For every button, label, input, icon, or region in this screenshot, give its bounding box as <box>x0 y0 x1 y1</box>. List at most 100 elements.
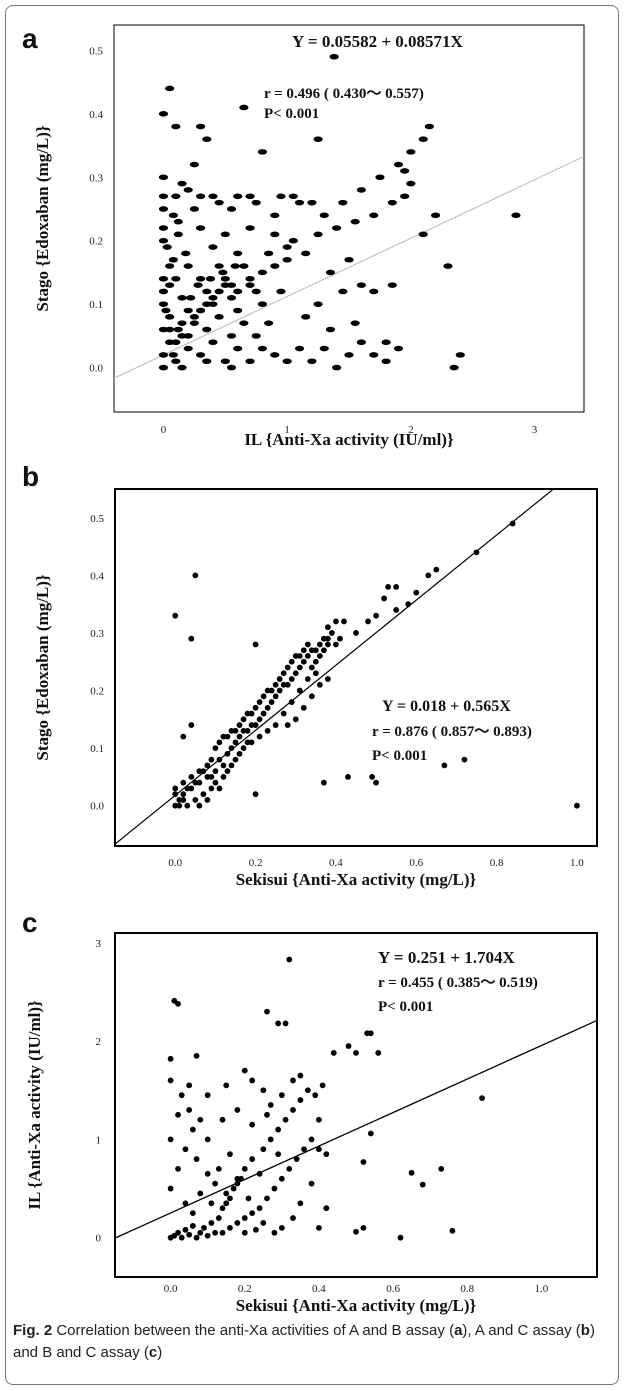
panel-c-data-point <box>290 1215 296 1221</box>
panel-b-data-point <box>373 612 379 619</box>
panel-b-data-point <box>192 797 199 803</box>
panel-a-data-point <box>177 295 187 301</box>
panel-b-data-point <box>196 802 203 809</box>
panel-a-data-point <box>220 358 230 365</box>
panel-b-data-point <box>172 612 179 619</box>
panel-b-data-point <box>244 739 251 746</box>
panel-b-x-tick-label: 0.8 <box>490 857 504 869</box>
panel-c-data-point <box>438 1165 445 1172</box>
panel-c-data-point <box>316 1116 322 1123</box>
panel-b-data-point <box>224 733 231 740</box>
panel-b-data-point <box>308 664 315 671</box>
panel-b-data-point <box>312 647 319 654</box>
panel-c-y-tick-label: 2 <box>96 1036 102 1048</box>
panel-a-data-point <box>270 231 280 238</box>
panel-c-data-point <box>278 1092 285 1099</box>
panel-a-data-point <box>195 193 206 200</box>
panel-a-data-point <box>202 326 212 333</box>
panel-c-data-point <box>260 1220 267 1226</box>
panel-b-data-point <box>288 699 295 705</box>
panel-a-data-point <box>424 123 434 130</box>
panel-a-x-tick-label: 3 <box>532 424 538 436</box>
panel-a-data-point <box>233 250 243 257</box>
panel-c-data-point <box>182 1146 189 1153</box>
panel-a-data-point <box>233 345 243 352</box>
panel-c-data-point <box>282 1020 289 1027</box>
panel-b-y-tick-label: 0.1 <box>90 743 104 755</box>
panel-c-data-point <box>234 1180 241 1187</box>
panel-c-data-point <box>353 1050 359 1056</box>
panel-a-data-point <box>350 218 360 225</box>
panel-a-data-point <box>177 180 187 187</box>
panel-a-data-point <box>158 301 169 307</box>
panel-b-data-point <box>184 785 191 792</box>
panel-a-data-point <box>161 307 171 314</box>
panel-b-data-point <box>180 791 187 798</box>
panel-a-data-point <box>288 237 298 244</box>
panel-b-data-point <box>248 710 255 717</box>
panel-a-data-point <box>165 263 175 269</box>
panel-a-data-point <box>319 345 329 352</box>
panel-c-data-point <box>215 1215 222 1221</box>
panel-a-data-point <box>251 288 261 295</box>
panel-c-data-point <box>345 1043 352 1049</box>
panel-a-data-point <box>195 275 206 282</box>
caption-ref-b: b <box>580 1322 590 1339</box>
panel-c-x-tick-label: 0.8 <box>460 1283 474 1295</box>
panel-b-data-point <box>324 676 331 682</box>
panel-a-data-point <box>189 206 199 212</box>
panel-a-data-point <box>276 193 286 200</box>
panel-c-data-point <box>256 1205 263 1212</box>
panel-b-data-point <box>405 601 412 608</box>
panel-c-data-point <box>267 1102 274 1108</box>
panel-c-y-tick-label: 0 <box>96 1233 102 1245</box>
panel-c-data-point <box>186 1082 193 1089</box>
panel-b-data-point <box>260 710 267 717</box>
panel-a-data-point <box>202 288 212 295</box>
panel-a-data-point <box>332 364 342 371</box>
panel-a-stat-annotation: Y = 0.05582 + 0.08571X <box>292 32 464 51</box>
panel-a-data-point <box>226 333 237 339</box>
panel-b-data-point <box>433 566 440 573</box>
panel-a-data-point <box>233 193 243 200</box>
panel-b-data-point <box>425 572 432 579</box>
panel-c-data-point <box>275 1151 282 1158</box>
panel-a-data-point <box>270 263 280 269</box>
panel-c-data-point <box>367 1030 374 1037</box>
panel-b-data-point <box>280 670 287 677</box>
panel-b-plot-frame <box>114 488 598 847</box>
caption-text-4: ) <box>157 1344 163 1361</box>
panel-a-data-point <box>356 187 366 193</box>
panel-c-data-point <box>301 1146 307 1153</box>
panel-a-data-point <box>418 231 428 238</box>
panel-b-y-tick-label: 0.3 <box>90 628 104 640</box>
panel-c-data-point <box>245 1195 252 1202</box>
panel-a-data-point <box>189 314 199 320</box>
panel-c-data-point <box>308 1180 315 1187</box>
panel-c-data-point <box>219 1116 226 1123</box>
panel-c-data-point <box>286 1165 293 1172</box>
panel-c-data-point <box>267 1136 274 1143</box>
panel-b-data-point <box>353 630 359 636</box>
panel-b-data-point <box>272 693 279 700</box>
panel-a-data-point <box>165 314 175 320</box>
panel-a-data-point <box>264 320 274 326</box>
panel-a-data-point <box>356 339 366 346</box>
panel-b-data-point <box>333 641 339 648</box>
panel-c-data-point <box>208 1200 215 1207</box>
panel-b-data-point <box>268 687 275 694</box>
panel-b-data-point <box>413 589 420 596</box>
panel-a-data-point <box>282 256 292 263</box>
panel-b-data-point <box>180 779 187 786</box>
panel-a-data-point <box>455 352 465 358</box>
panel-a-data-point <box>173 218 183 225</box>
panel-a-data-point <box>387 199 397 206</box>
panel-a-data-point <box>406 180 416 187</box>
panel-b-data-point <box>200 768 207 775</box>
panel-b-data-point <box>232 756 239 763</box>
panel-a-data-point <box>239 263 249 269</box>
panel-b-data-point <box>288 676 295 682</box>
panel-c-data-point <box>197 1116 204 1123</box>
panel-b-y-tick-label: 0.0 <box>90 801 104 813</box>
panel-a-data-point <box>233 288 243 295</box>
